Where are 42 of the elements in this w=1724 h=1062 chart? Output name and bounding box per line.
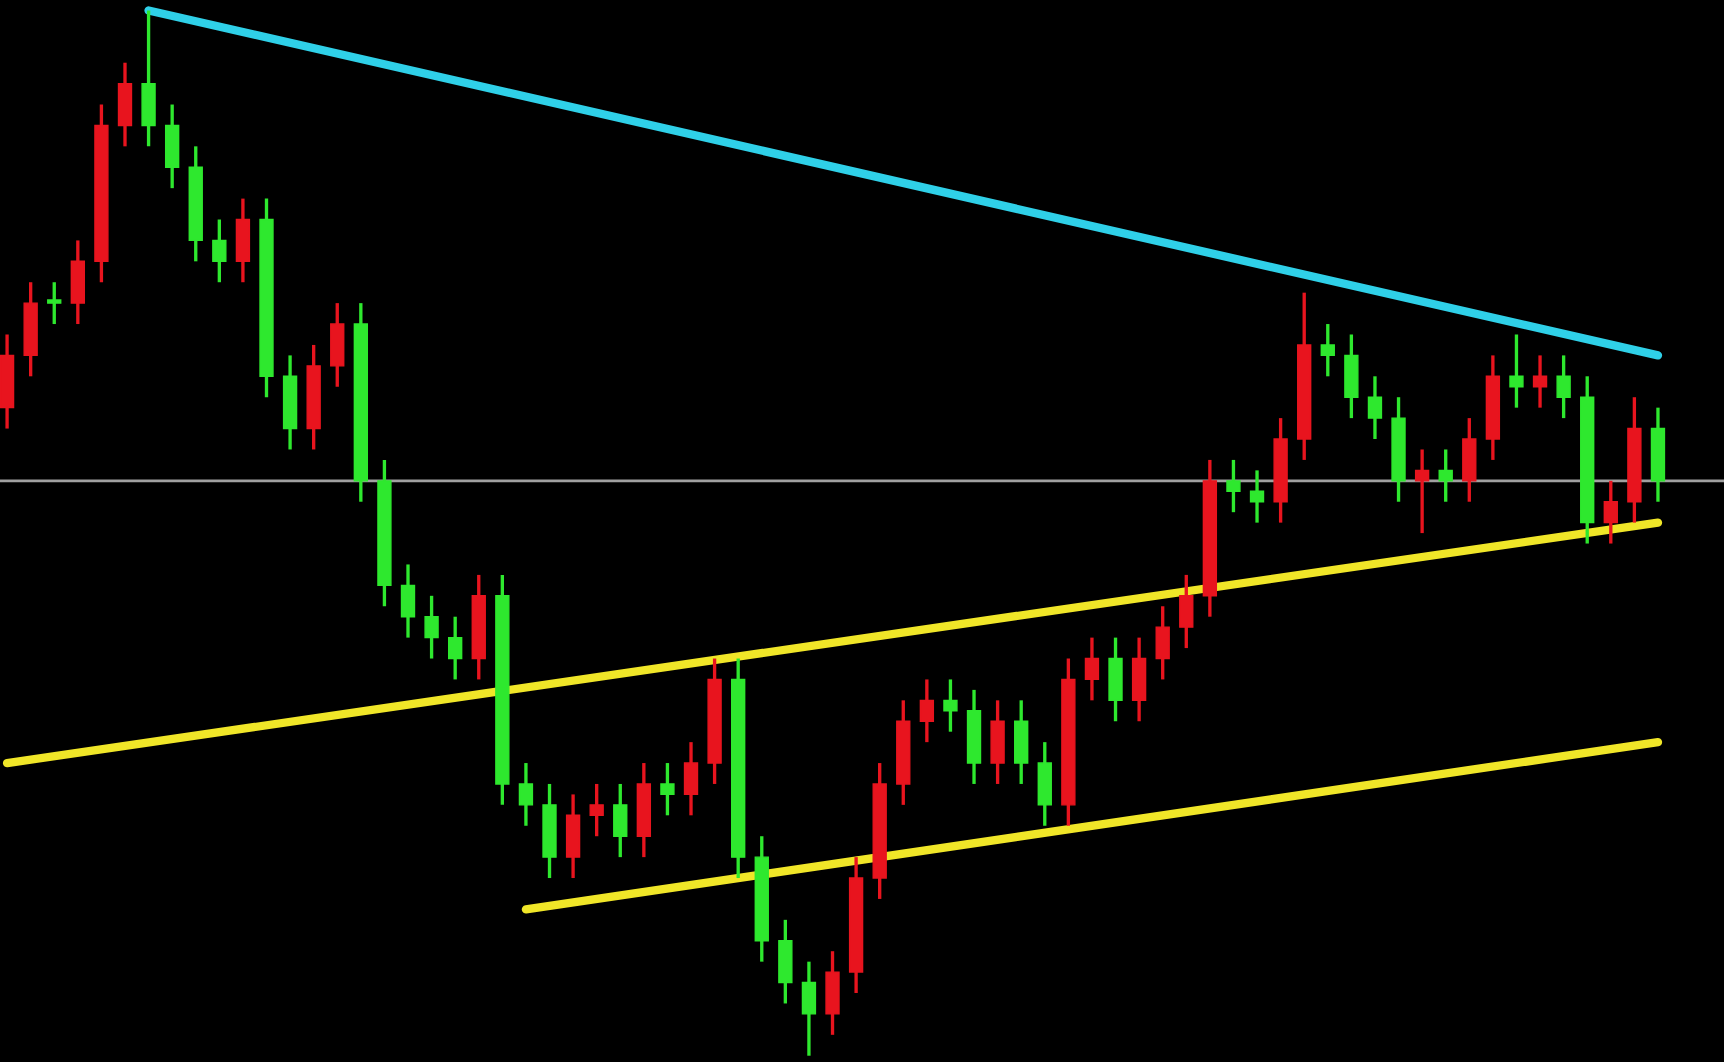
- candlestick: [1226, 458, 1241, 514]
- candlestick: [683, 740, 699, 817]
- candlestick: [1438, 447, 1453, 504]
- candlestick: [1556, 353, 1571, 420]
- candlestick: [1367, 374, 1383, 441]
- candlestick: [778, 918, 793, 1006]
- candlestick: [801, 959, 817, 1058]
- candlestick: [613, 782, 628, 859]
- candlestick: [235, 196, 251, 284]
- candlestick: [589, 782, 604, 838]
- candlestick: [1532, 353, 1548, 410]
- candlestick: [164, 102, 180, 190]
- candlestick: [825, 949, 840, 1037]
- candlestick: [1344, 332, 1359, 420]
- candlestick: [1084, 635, 1100, 702]
- candlestick: [565, 792, 581, 880]
- candlestick: [117, 61, 133, 149]
- candlestick: [518, 761, 534, 828]
- candlestick: [212, 217, 227, 284]
- candlestick: [1509, 332, 1524, 410]
- candlestick: [424, 594, 439, 661]
- candlestick: [1414, 447, 1430, 535]
- candlestick: [919, 677, 935, 744]
- candlestick: [70, 238, 86, 326]
- candlestick: [400, 562, 416, 640]
- candlestick: [47, 280, 62, 326]
- candlestick: [330, 301, 345, 389]
- candlestick: [1603, 479, 1618, 546]
- candlestick: [1108, 635, 1123, 723]
- candlestick: [660, 761, 675, 817]
- candlestick: [990, 698, 1005, 786]
- candlestick: [447, 615, 463, 682]
- candlestick: [1155, 604, 1170, 682]
- candlestick: [943, 677, 958, 734]
- candlestick: [1179, 573, 1194, 650]
- candlestick: [1320, 322, 1335, 378]
- candlestick: [1037, 740, 1052, 828]
- candlestick: [1131, 635, 1147, 723]
- candlestick: [1249, 468, 1265, 525]
- candlestick: [1462, 416, 1477, 504]
- candlestick: [1014, 698, 1029, 786]
- candlestick: [141, 8, 156, 149]
